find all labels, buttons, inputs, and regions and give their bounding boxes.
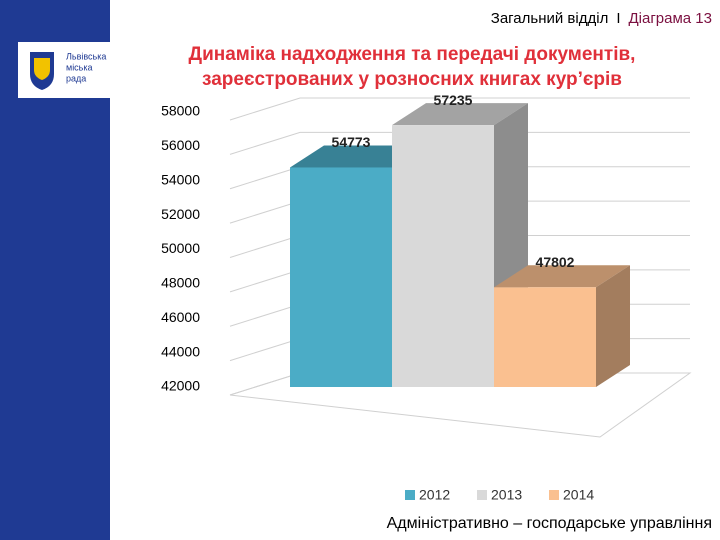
y-tick-label: 42000: [161, 378, 200, 394]
grid-line: [229, 97, 690, 121]
legend-swatch: [549, 490, 559, 500]
grid-line: [229, 131, 690, 155]
header-slide: Діаграма 13: [629, 10, 713, 27]
y-tick-label: 50000: [161, 240, 200, 256]
value-label: 47802: [536, 254, 575, 270]
value-label: 57235: [434, 92, 473, 108]
header: Загальний відділ І Діаграма 13: [491, 10, 712, 27]
floor: [229, 372, 692, 438]
footer: Адміністративно – господарське управлінн…: [387, 515, 712, 532]
value-label: 54773: [332, 134, 371, 150]
legend-label: 2012: [419, 487, 450, 503]
logo-text: міська: [66, 62, 93, 72]
header-section: Загальний відділ: [491, 10, 609, 27]
chart-title: Динаміка надходження та передачі докумен…: [189, 44, 636, 65]
legend-label: 2014: [563, 487, 594, 503]
logo-text: Львівська: [66, 51, 106, 61]
chart-title: зареєстрованих у розносних книгах кур’єр…: [202, 69, 622, 90]
logo-emblem: [34, 58, 50, 80]
bar-top: [392, 103, 528, 126]
bar: [392, 125, 494, 387]
y-tick-label: 58000: [161, 103, 200, 119]
bar-side: [596, 265, 630, 387]
header-separator: І: [616, 10, 620, 27]
legend-swatch: [477, 490, 487, 500]
bar: [290, 167, 392, 387]
legend-label: 2013: [491, 487, 522, 503]
y-tick-label: 48000: [161, 275, 200, 291]
y-tick-label: 54000: [161, 171, 200, 187]
bar: [494, 287, 596, 387]
y-tick-label: 44000: [161, 343, 200, 359]
y-tick-label: 52000: [161, 206, 200, 222]
legend-swatch: [405, 490, 415, 500]
y-tick-label: 46000: [161, 309, 200, 325]
y-tick-label: 56000: [161, 137, 200, 153]
bar-top: [494, 265, 630, 288]
logo-text: рада: [66, 73, 86, 83]
